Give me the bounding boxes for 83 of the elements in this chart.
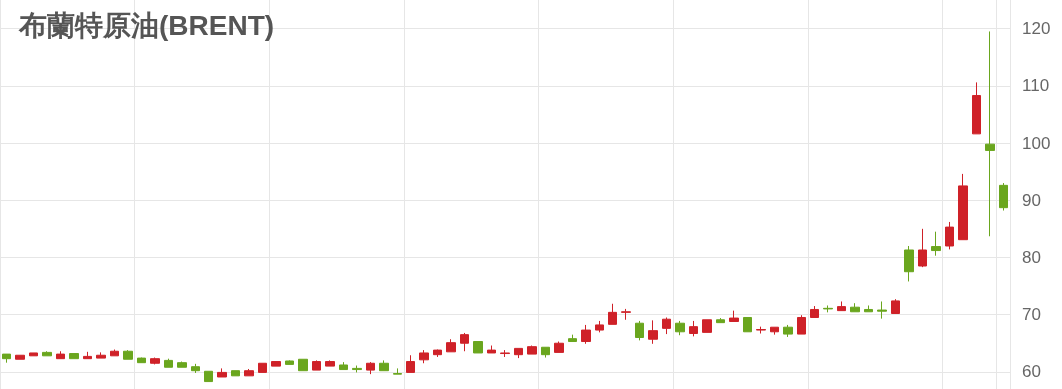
candlestick <box>756 326 766 335</box>
candlestick <box>568 334 577 343</box>
candlestick <box>460 332 469 352</box>
candlestick <box>783 324 793 338</box>
candlestick <box>366 361 375 375</box>
candlestick <box>918 228 927 268</box>
candlestick <box>621 308 631 321</box>
candlestick <box>352 365 362 373</box>
candlestick <box>15 354 25 360</box>
candlestick <box>325 359 335 367</box>
candlestick <box>2 353 11 364</box>
y-tick-label: 60 <box>1022 362 1041 382</box>
candlestick <box>487 345 496 354</box>
candlestick <box>406 354 415 373</box>
y-tick-label: 100 <box>1022 133 1051 153</box>
candlestick <box>473 341 483 354</box>
candlestick <box>69 353 79 360</box>
candlestick <box>648 319 658 345</box>
candlestick <box>958 173 968 241</box>
candlestick <box>258 362 267 373</box>
candlestick <box>137 357 146 364</box>
chart-title: 布蘭特原油(BRENT) <box>18 9 275 41</box>
candlestick <box>891 298 900 314</box>
candlestick <box>729 310 739 322</box>
candlestick <box>527 345 537 355</box>
candlestick <box>999 182 1008 212</box>
y-tick-label: 80 <box>1022 247 1041 267</box>
candlestick <box>541 346 550 359</box>
candlestick <box>150 357 160 365</box>
candlestick <box>931 231 941 257</box>
candlestick <box>837 300 846 312</box>
candlestick <box>595 320 604 333</box>
candlestick <box>177 361 187 368</box>
candlestick <box>204 370 213 383</box>
candlestick <box>514 347 523 359</box>
candlestick <box>231 370 240 377</box>
candlestick <box>244 368 254 377</box>
candlestick <box>904 245 914 282</box>
candlestick <box>823 304 833 313</box>
candlestick <box>743 316 752 333</box>
y-tick-label: 110 <box>1022 76 1050 96</box>
candlestick <box>770 326 779 336</box>
candlestick <box>123 349 133 360</box>
candlestick <box>608 303 617 325</box>
candlestick <box>797 314 806 335</box>
candlestick <box>433 349 442 358</box>
candlestick <box>850 302 860 313</box>
candlestick <box>393 367 402 375</box>
candlestick <box>675 320 685 336</box>
candlestick <box>271 361 281 367</box>
candlestick <box>339 361 348 371</box>
candlestick <box>446 338 456 353</box>
candlestick <box>96 351 106 359</box>
candlestick <box>379 359 389 372</box>
candlestick <box>972 81 981 135</box>
candlestick <box>500 349 510 358</box>
candlestick <box>191 363 200 374</box>
y-tick-label: 70 <box>1022 305 1041 325</box>
candlestick <box>662 316 671 335</box>
candlestick <box>810 305 819 318</box>
candlestick <box>554 341 564 353</box>
candlestick <box>285 359 294 365</box>
candlestick <box>581 324 591 345</box>
candlestick <box>164 358 173 368</box>
candlestick <box>83 351 92 360</box>
candlestick <box>29 352 38 357</box>
candlestick <box>689 320 698 337</box>
candlestick <box>945 221 954 250</box>
candlestick <box>42 350 52 357</box>
candlestick <box>702 319 712 333</box>
y-tick-label: 90 <box>1022 190 1041 210</box>
candlestick <box>298 358 308 372</box>
candlestick <box>56 350 65 360</box>
candlestick <box>985 30 995 237</box>
candlestick <box>716 317 725 324</box>
candlestick <box>419 349 429 364</box>
candlestick <box>312 359 321 371</box>
candlestick <box>110 349 119 357</box>
candlestick <box>635 320 644 341</box>
y-tick-label: 120 <box>1022 19 1051 39</box>
candlestick <box>864 304 873 313</box>
candlestick <box>877 300 887 320</box>
candlestick <box>217 367 227 378</box>
